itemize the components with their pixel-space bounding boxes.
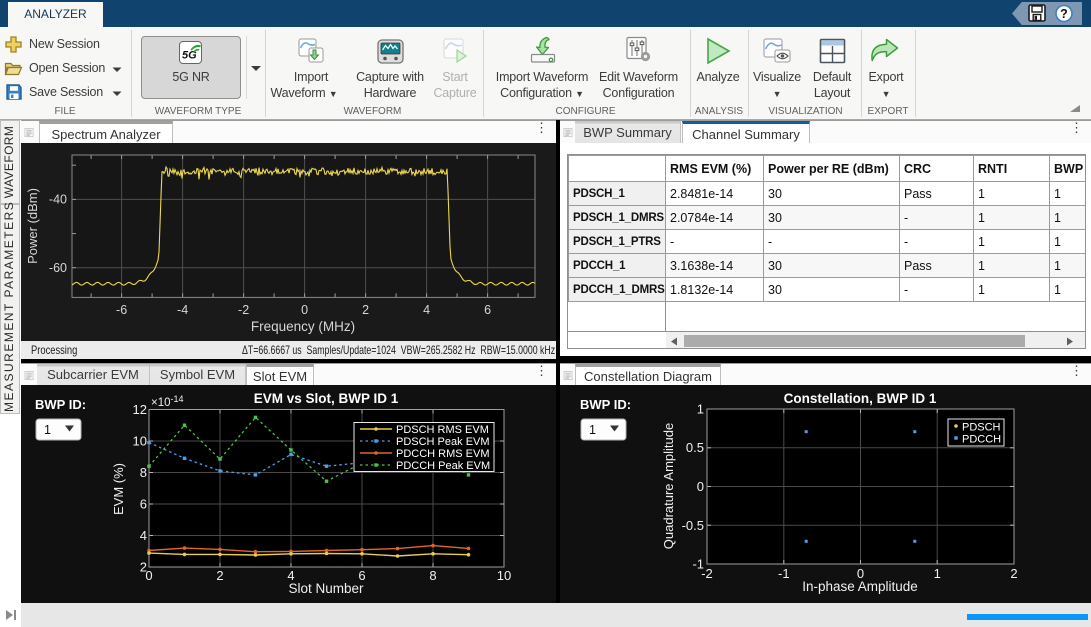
svg-text:PDSCH: PDSCH: [962, 422, 1001, 434]
svg-text:0: 0: [857, 566, 864, 581]
svg-text:BWP ID:: BWP ID:: [580, 397, 631, 412]
svg-text:PDCCH Peak EVM: PDCCH Peak EVM: [396, 460, 490, 472]
svg-text:Power (dBm): Power (dBm): [25, 188, 40, 264]
svg-text:?: ?: [1060, 7, 1068, 21]
svg-text:1: 1: [589, 423, 596, 437]
svg-text:10: 10: [133, 434, 147, 449]
svg-text:0: 0: [697, 479, 704, 494]
svg-text:6: 6: [140, 497, 147, 512]
svg-text:8: 8: [140, 465, 147, 480]
svg-text:4: 4: [287, 568, 294, 583]
svg-text:4: 4: [423, 303, 430, 317]
svg-text:-0.5: -0.5: [682, 518, 704, 533]
svg-text:PDSCH Peak EVM: PDSCH Peak EVM: [396, 436, 490, 448]
svg-text:PDCCH: PDCCH: [962, 434, 1001, 446]
svg-text:10: 10: [497, 568, 511, 583]
svg-text:-1: -1: [692, 557, 704, 572]
svg-text:-2: -2: [701, 566, 713, 581]
svg-text:EVM vs Slot, BWP ID 1: EVM vs Slot, BWP ID 1: [254, 391, 399, 406]
svg-text:6: 6: [484, 303, 491, 317]
svg-text:8: 8: [429, 568, 436, 583]
svg-text:PDSCH RMS EVM: PDSCH RMS EVM: [396, 424, 489, 436]
svg-text:0: 0: [301, 303, 308, 317]
svg-text:-2: -2: [238, 303, 249, 317]
svg-text:6: 6: [358, 568, 365, 583]
svg-text:0.5: 0.5: [686, 440, 704, 455]
svg-text:-60: -60: [49, 261, 67, 275]
svg-text:4: 4: [140, 528, 147, 543]
svg-text:EVM (%): EVM (%): [111, 463, 126, 515]
svg-text:1: 1: [44, 423, 51, 437]
svg-text:12: 12: [133, 402, 147, 417]
svg-text:2: 2: [216, 568, 223, 583]
svg-text:-40: -40: [49, 193, 67, 207]
svg-text:Quadrature Amplitude: Quadrature Amplitude: [661, 423, 676, 549]
svg-text:2: 2: [140, 560, 147, 575]
svg-text:2: 2: [1010, 566, 1017, 581]
svg-text:5G: 5G: [182, 50, 197, 62]
svg-text:-4: -4: [177, 303, 188, 317]
svg-text:In-phase Amplitude: In-phase Amplitude: [802, 579, 918, 594]
svg-text:1: 1: [934, 566, 941, 581]
svg-text:0: 0: [145, 568, 152, 583]
svg-text:2: 2: [362, 303, 369, 317]
svg-text:-1: -1: [778, 566, 790, 581]
svg-text:Frequency (MHz): Frequency (MHz): [251, 319, 355, 334]
svg-text:Slot Number: Slot Number: [288, 581, 364, 596]
svg-text:PDCCH RMS EVM: PDCCH RMS EVM: [396, 448, 490, 460]
svg-text:BWP ID:: BWP ID:: [35, 397, 86, 412]
svg-text:Constellation, BWP ID 1: Constellation, BWP ID 1: [784, 391, 937, 406]
svg-text:1: 1: [697, 402, 704, 417]
svg-text:-6: -6: [116, 303, 127, 317]
